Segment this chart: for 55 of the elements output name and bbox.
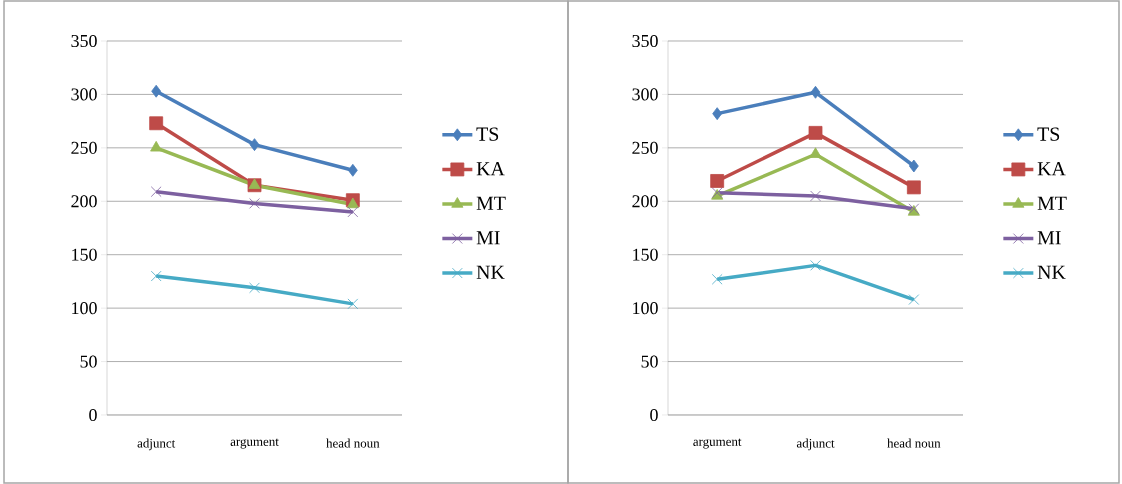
legend-label: MI [476,231,500,245]
legend-label: KA [1037,162,1066,176]
point [249,282,260,294]
x-tick-label: adjunct [137,438,176,451]
x-tick-label: argument [230,438,279,449]
point [711,273,723,285]
point [150,140,163,152]
y-tick-label: 150 [72,248,97,261]
point [908,294,920,305]
x-tick-label: head noun [887,438,941,448]
point [712,107,723,121]
point [810,260,821,271]
y-tick-label: 250 [632,141,658,154]
y-tick-label: 0 [650,408,658,422]
legend-label: MT [476,196,506,210]
point [710,174,725,188]
x-tick-label: adjunct [796,438,835,451]
point [808,125,823,140]
y-tick-label: 100 [633,302,658,315]
y-tick-label: 300 [71,88,97,101]
point [346,197,359,209]
point [150,270,162,282]
legend-label: TS [476,127,499,141]
y-tick-label: 250 [71,141,97,154]
point [149,116,164,131]
y-tick-label: 0 [89,408,97,422]
legend-label: KA [476,162,505,176]
point [151,84,162,98]
legend-label: NK [1037,265,1066,279]
y-tick-label: 200 [71,195,97,208]
legend-label: MT [1037,196,1067,210]
point [810,190,821,202]
y-tick-label: 150 [633,248,658,261]
point [249,138,260,152]
point [248,178,261,189]
legend-label: NK [476,265,505,279]
point [908,159,919,173]
x-tick-label: head noun [326,438,380,448]
y-tick-label: 50 [80,355,97,368]
y-tick-label: 350 [71,34,97,48]
point [906,180,921,195]
y-tick-label: 350 [632,34,658,48]
point [249,198,260,209]
y-tick-label: 50 [641,355,658,368]
point [810,85,821,99]
point [347,163,358,177]
y-tick-label: 200 [632,195,658,208]
point [150,186,162,197]
point [347,206,359,218]
x-tick-label: argument [693,438,742,449]
y-tick-label: 300 [632,88,658,101]
legend-label: MI [1037,231,1061,245]
point [347,298,359,310]
legend-label: TS [1037,127,1060,141]
y-tick-label: 100 [72,302,97,315]
